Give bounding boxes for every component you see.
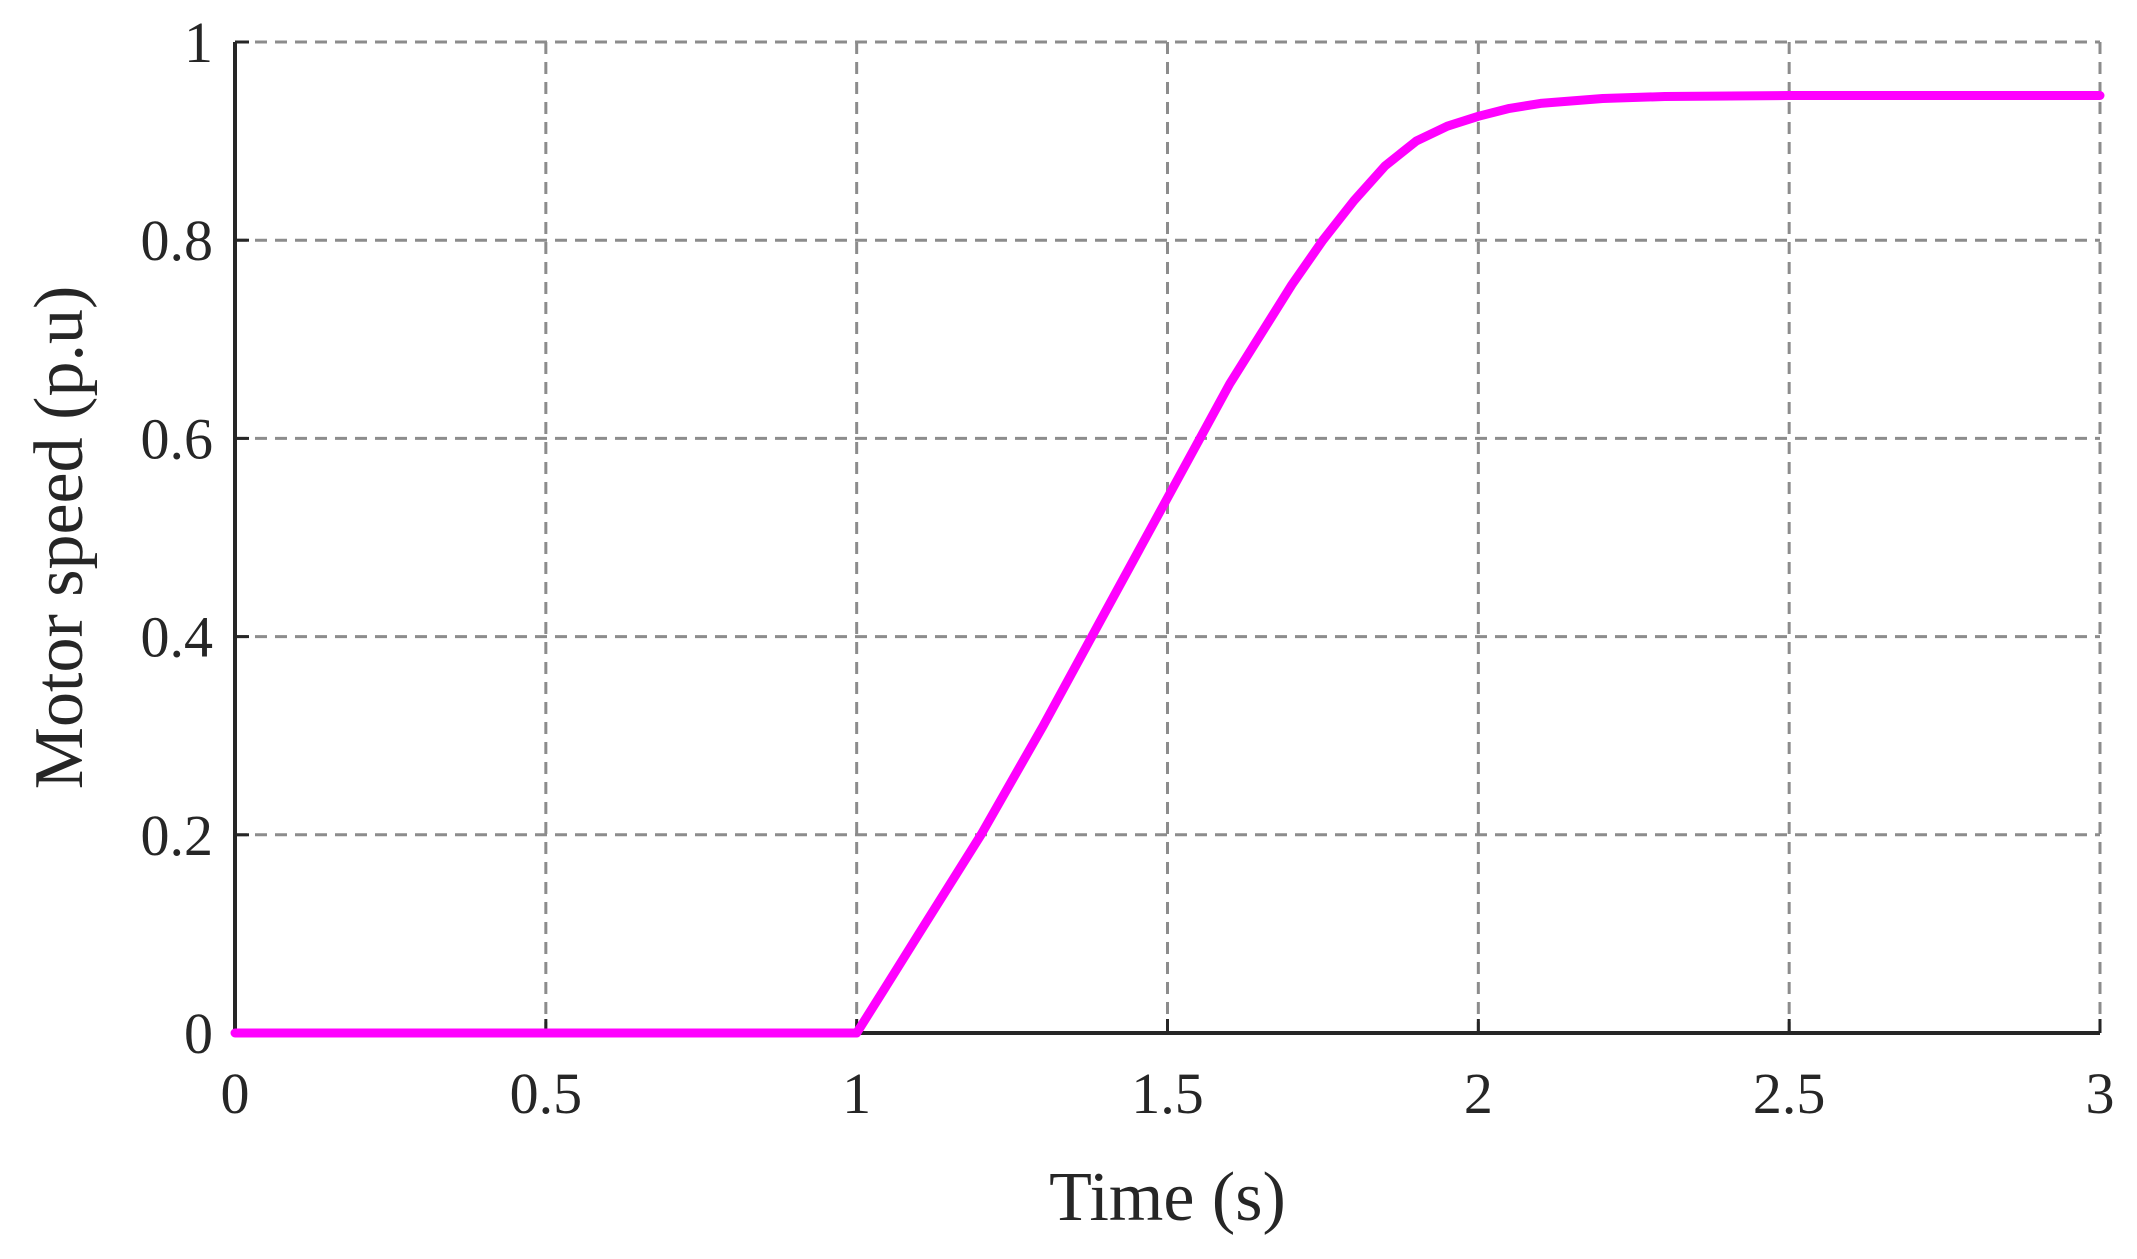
y-tick-label: 0.8 [141,208,214,273]
y-tick-label: 0.4 [141,605,214,670]
x-tick-label: 0.5 [510,1061,583,1126]
x-tick-label: 2.5 [1753,1061,1826,1126]
x-tick-label: 0 [221,1061,250,1126]
grid-lines [235,40,2102,1033]
y-tick-label: 1 [184,10,213,75]
series-line [230,91,2105,1038]
x-axis-title: Time (s) [1049,1159,1286,1236]
series-layer [230,91,2105,1038]
y-tick-label: 0.2 [141,803,214,868]
y-tick-label: 0 [184,1001,213,1066]
x-tick-label: 3 [2086,1061,2115,1126]
tick-labels: 0 0.5 1 1.5 2 2.5 3 0 0.2 0.4 0.6 0.8 1 [141,10,2115,1126]
x-tick-label: 1.5 [1131,1061,1204,1126]
y-axis-title: Motor speed (p.u) [21,286,98,790]
x-tick-label: 1 [842,1061,871,1126]
y-tick-label: 0.6 [141,406,214,471]
x-tick-label: 2 [1464,1061,1493,1126]
